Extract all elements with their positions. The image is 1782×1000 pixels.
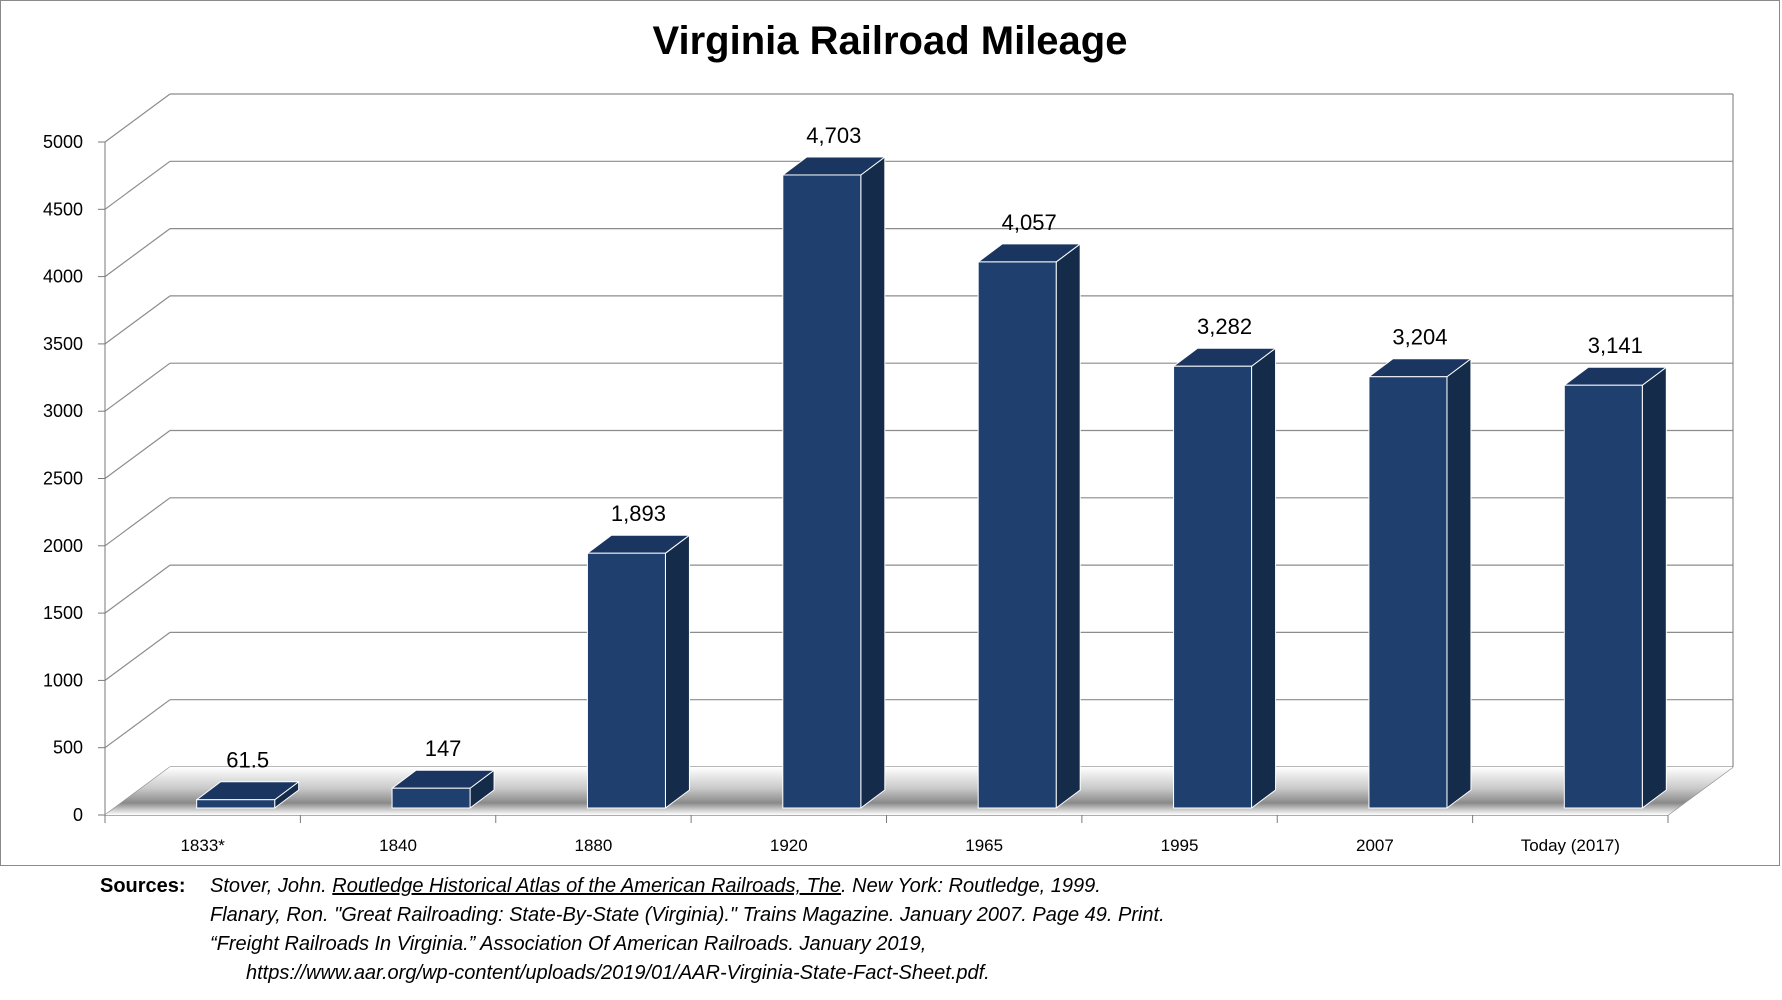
bar-side <box>664 534 690 809</box>
gridline-diagonal <box>104 699 171 749</box>
data-label: 4,703 <box>806 123 861 148</box>
source-citation-url: https://www.aar.org/wp-content/uploads/2… <box>246 962 990 984</box>
bar-front <box>586 552 666 809</box>
bar <box>1368 358 1472 809</box>
bar <box>782 156 886 809</box>
bar-front <box>977 261 1057 809</box>
chart-title: Virginia Railroad Mileage <box>653 19 1128 63</box>
bar-front <box>1173 365 1253 809</box>
gridline-diagonal <box>104 497 171 547</box>
source-citation-2: Flanary, Ron. "Great Railroading: State-… <box>210 904 1165 926</box>
data-label: 3,141 <box>1588 333 1643 358</box>
x-tick-label: 1880 <box>575 836 613 855</box>
gridline-diagonal <box>104 430 171 479</box>
x-tick-label: Today (2017) <box>1521 836 1620 855</box>
sources-list: Stover, John. Routledge Historical Atlas… <box>210 872 1165 988</box>
data-label: 1,893 <box>611 501 666 526</box>
data-labels: 61.5 147 1,893 4,703 4,057 3,282 3,204 3,141 <box>226 123 1643 773</box>
gridline-diagonal <box>104 362 171 412</box>
gridline-diagonal <box>104 93 171 143</box>
y-tick-label: 1500 <box>43 603 83 623</box>
bar-side <box>1055 243 1081 809</box>
gridline-diagonal <box>104 160 171 210</box>
gridline-diagonal <box>104 631 171 681</box>
y-tick-label: 3000 <box>43 401 83 421</box>
bar-side <box>1641 366 1667 809</box>
y-tick-label: 1000 <box>43 670 83 690</box>
chart-floor <box>105 767 1733 815</box>
y-tick-label: 4500 <box>43 199 83 219</box>
gridline-diagonal <box>104 295 171 345</box>
bar <box>391 769 495 809</box>
bar <box>196 781 300 809</box>
bar-side <box>860 156 886 809</box>
bar-chart: Virginia Railroad Mileage 0 500 1000 1500 20… <box>43 19 1734 855</box>
y-tick-label: 3500 <box>43 334 83 354</box>
data-label: 3,204 <box>1392 325 1447 350</box>
gridline-diagonal <box>104 564 171 614</box>
bar-front <box>782 174 862 809</box>
bar <box>586 534 690 809</box>
y-tick-label: 2500 <box>43 469 83 489</box>
x-tick-label: 1840 <box>379 836 417 855</box>
x-tick-label: 2007 <box>1356 836 1394 855</box>
source-citation-1: Stover, John. Routledge Historical Atlas… <box>210 875 1101 897</box>
x-tick-label: 1920 <box>770 836 808 855</box>
data-label: 4,057 <box>1002 210 1057 235</box>
x-tick-label: 1965 <box>965 836 1003 855</box>
bar-front <box>196 799 276 809</box>
y-tick-label: 0 <box>73 805 83 825</box>
y-tick-label: 5000 <box>43 132 83 152</box>
bar <box>977 243 1081 809</box>
chart-frame <box>0 0 1780 866</box>
y-axis-ticks: 0 500 1000 1500 2000 2500 3000 3500 4000 4500 5000 <box>43 132 83 825</box>
data-label: 3,282 <box>1197 314 1252 339</box>
source-citation-3: “Freight Railroads In Virginia.” Associa… <box>210 933 927 955</box>
bar <box>1563 366 1667 809</box>
bars <box>196 156 1667 809</box>
floor-shadow <box>105 767 1733 815</box>
x-tick-label: 1833* <box>180 836 225 855</box>
bar-side <box>1446 358 1472 809</box>
data-label: 61.5 <box>226 748 269 773</box>
gridlines <box>98 93 1734 816</box>
sources-heading: Sources: <box>100 875 186 897</box>
y-tick-label: 2000 <box>43 536 83 556</box>
source-book-title: Routledge Historical Atlas of the Americ… <box>332 875 842 897</box>
x-axis-ticks: 1833* 1840 1880 1920 1965 1995 2007 Today (2017… <box>104 815 1669 855</box>
bar-front <box>391 787 471 809</box>
bar-side <box>1251 347 1277 809</box>
data-label: 147 <box>425 736 462 761</box>
gridline-diagonal <box>104 228 171 278</box>
y-tick-label: 4000 <box>43 267 83 287</box>
bar <box>1173 347 1277 809</box>
x-tick-label: 1995 <box>1161 836 1199 855</box>
y-tick-label: 500 <box>53 738 83 758</box>
bar-front <box>1563 384 1643 809</box>
bar-front <box>1368 376 1448 809</box>
